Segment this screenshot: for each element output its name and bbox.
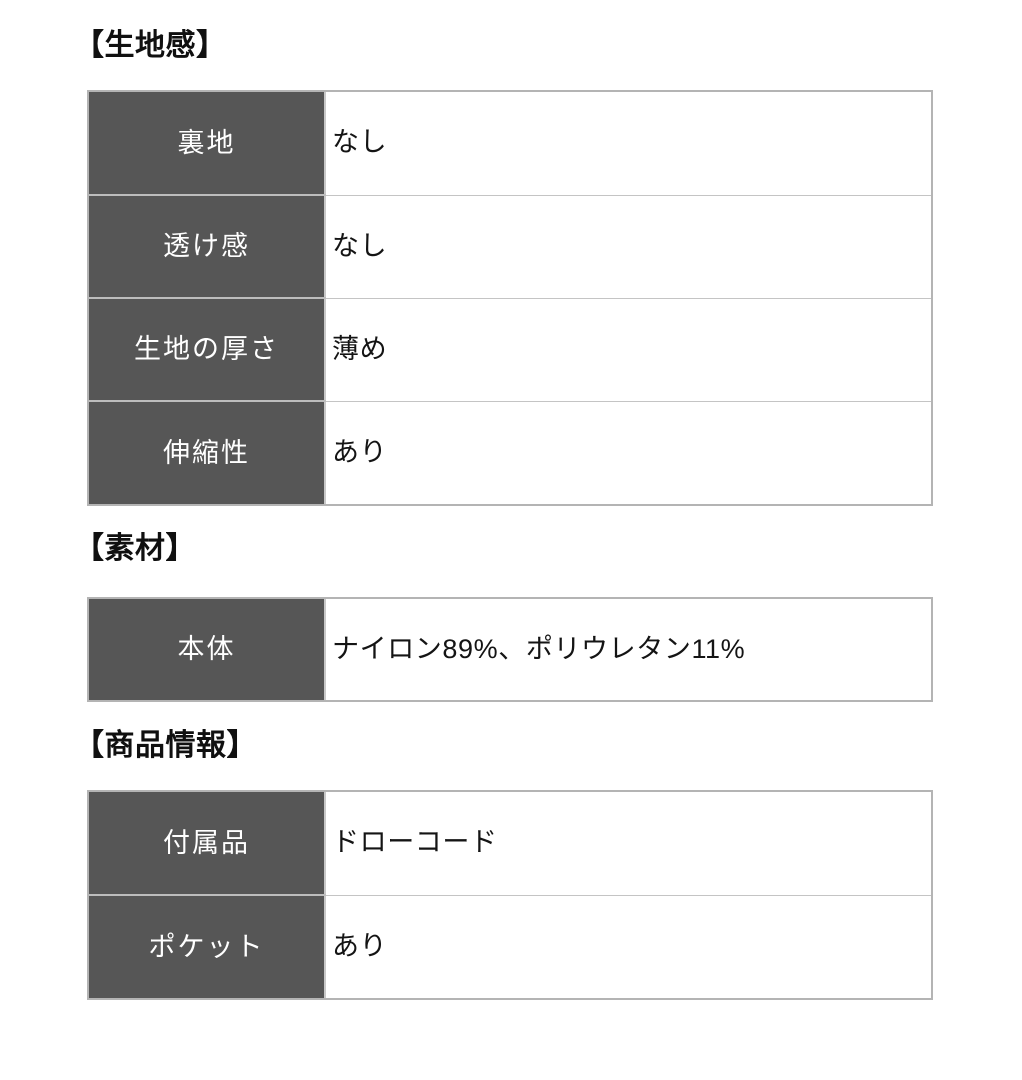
spec-table-product-info-grid: 付属品 ドローコード ポケット あり	[89, 792, 931, 998]
table-row: 透け感 なし	[89, 195, 931, 299]
spec-table-material-grid: 本体 ナイロン89%、ポリウレタン11%	[89, 599, 931, 700]
spec-label-stretch: 伸縮性	[89, 401, 325, 504]
spec-value-fabric-thickness: 薄め	[324, 298, 931, 402]
spec-value-lining: なし	[324, 92, 931, 196]
table-row: ポケット あり	[89, 895, 931, 998]
section-heading-product-info: 【商品情報】	[74, 729, 257, 762]
spec-label-fabric-thickness: 生地の厚さ	[89, 298, 325, 402]
spec-label-lining: 裏地	[89, 92, 325, 196]
spec-table-fabric-feel-grid: 裏地 なし 透け感 なし 生地の厚さ 薄め 伸縮性 あり	[89, 92, 931, 504]
spec-label-pocket: ポケット	[89, 895, 325, 998]
spec-table-fabric-feel: 裏地 なし 透け感 なし 生地の厚さ 薄め 伸縮性 あり	[87, 90, 933, 506]
table-row: 生地の厚さ 薄め	[89, 298, 931, 402]
spec-table-product-info: 付属品 ドローコード ポケット あり	[87, 790, 933, 1000]
table-row: 伸縮性 あり	[89, 401, 931, 504]
section-heading-fabric-feel: 【生地感】	[74, 29, 227, 62]
table-row: 付属品 ドローコード	[89, 792, 931, 896]
table-row: 本体 ナイロン89%、ポリウレタン11%	[89, 599, 931, 700]
table-row: 裏地 なし	[89, 92, 931, 196]
spec-label-sheerness: 透け感	[89, 195, 325, 299]
section-heading-material: 【素材】	[74, 532, 196, 565]
spec-value-body-composition: ナイロン89%、ポリウレタン11%	[324, 599, 931, 700]
spec-label-body: 本体	[89, 599, 325, 700]
spec-value-stretch: あり	[324, 401, 931, 504]
spec-value-pocket: あり	[324, 895, 931, 998]
spec-table-material: 本体 ナイロン89%、ポリウレタン11%	[87, 597, 933, 702]
spec-value-accessories: ドローコード	[324, 792, 931, 896]
spec-value-sheerness: なし	[324, 195, 931, 299]
spec-label-accessories: 付属品	[89, 792, 325, 896]
